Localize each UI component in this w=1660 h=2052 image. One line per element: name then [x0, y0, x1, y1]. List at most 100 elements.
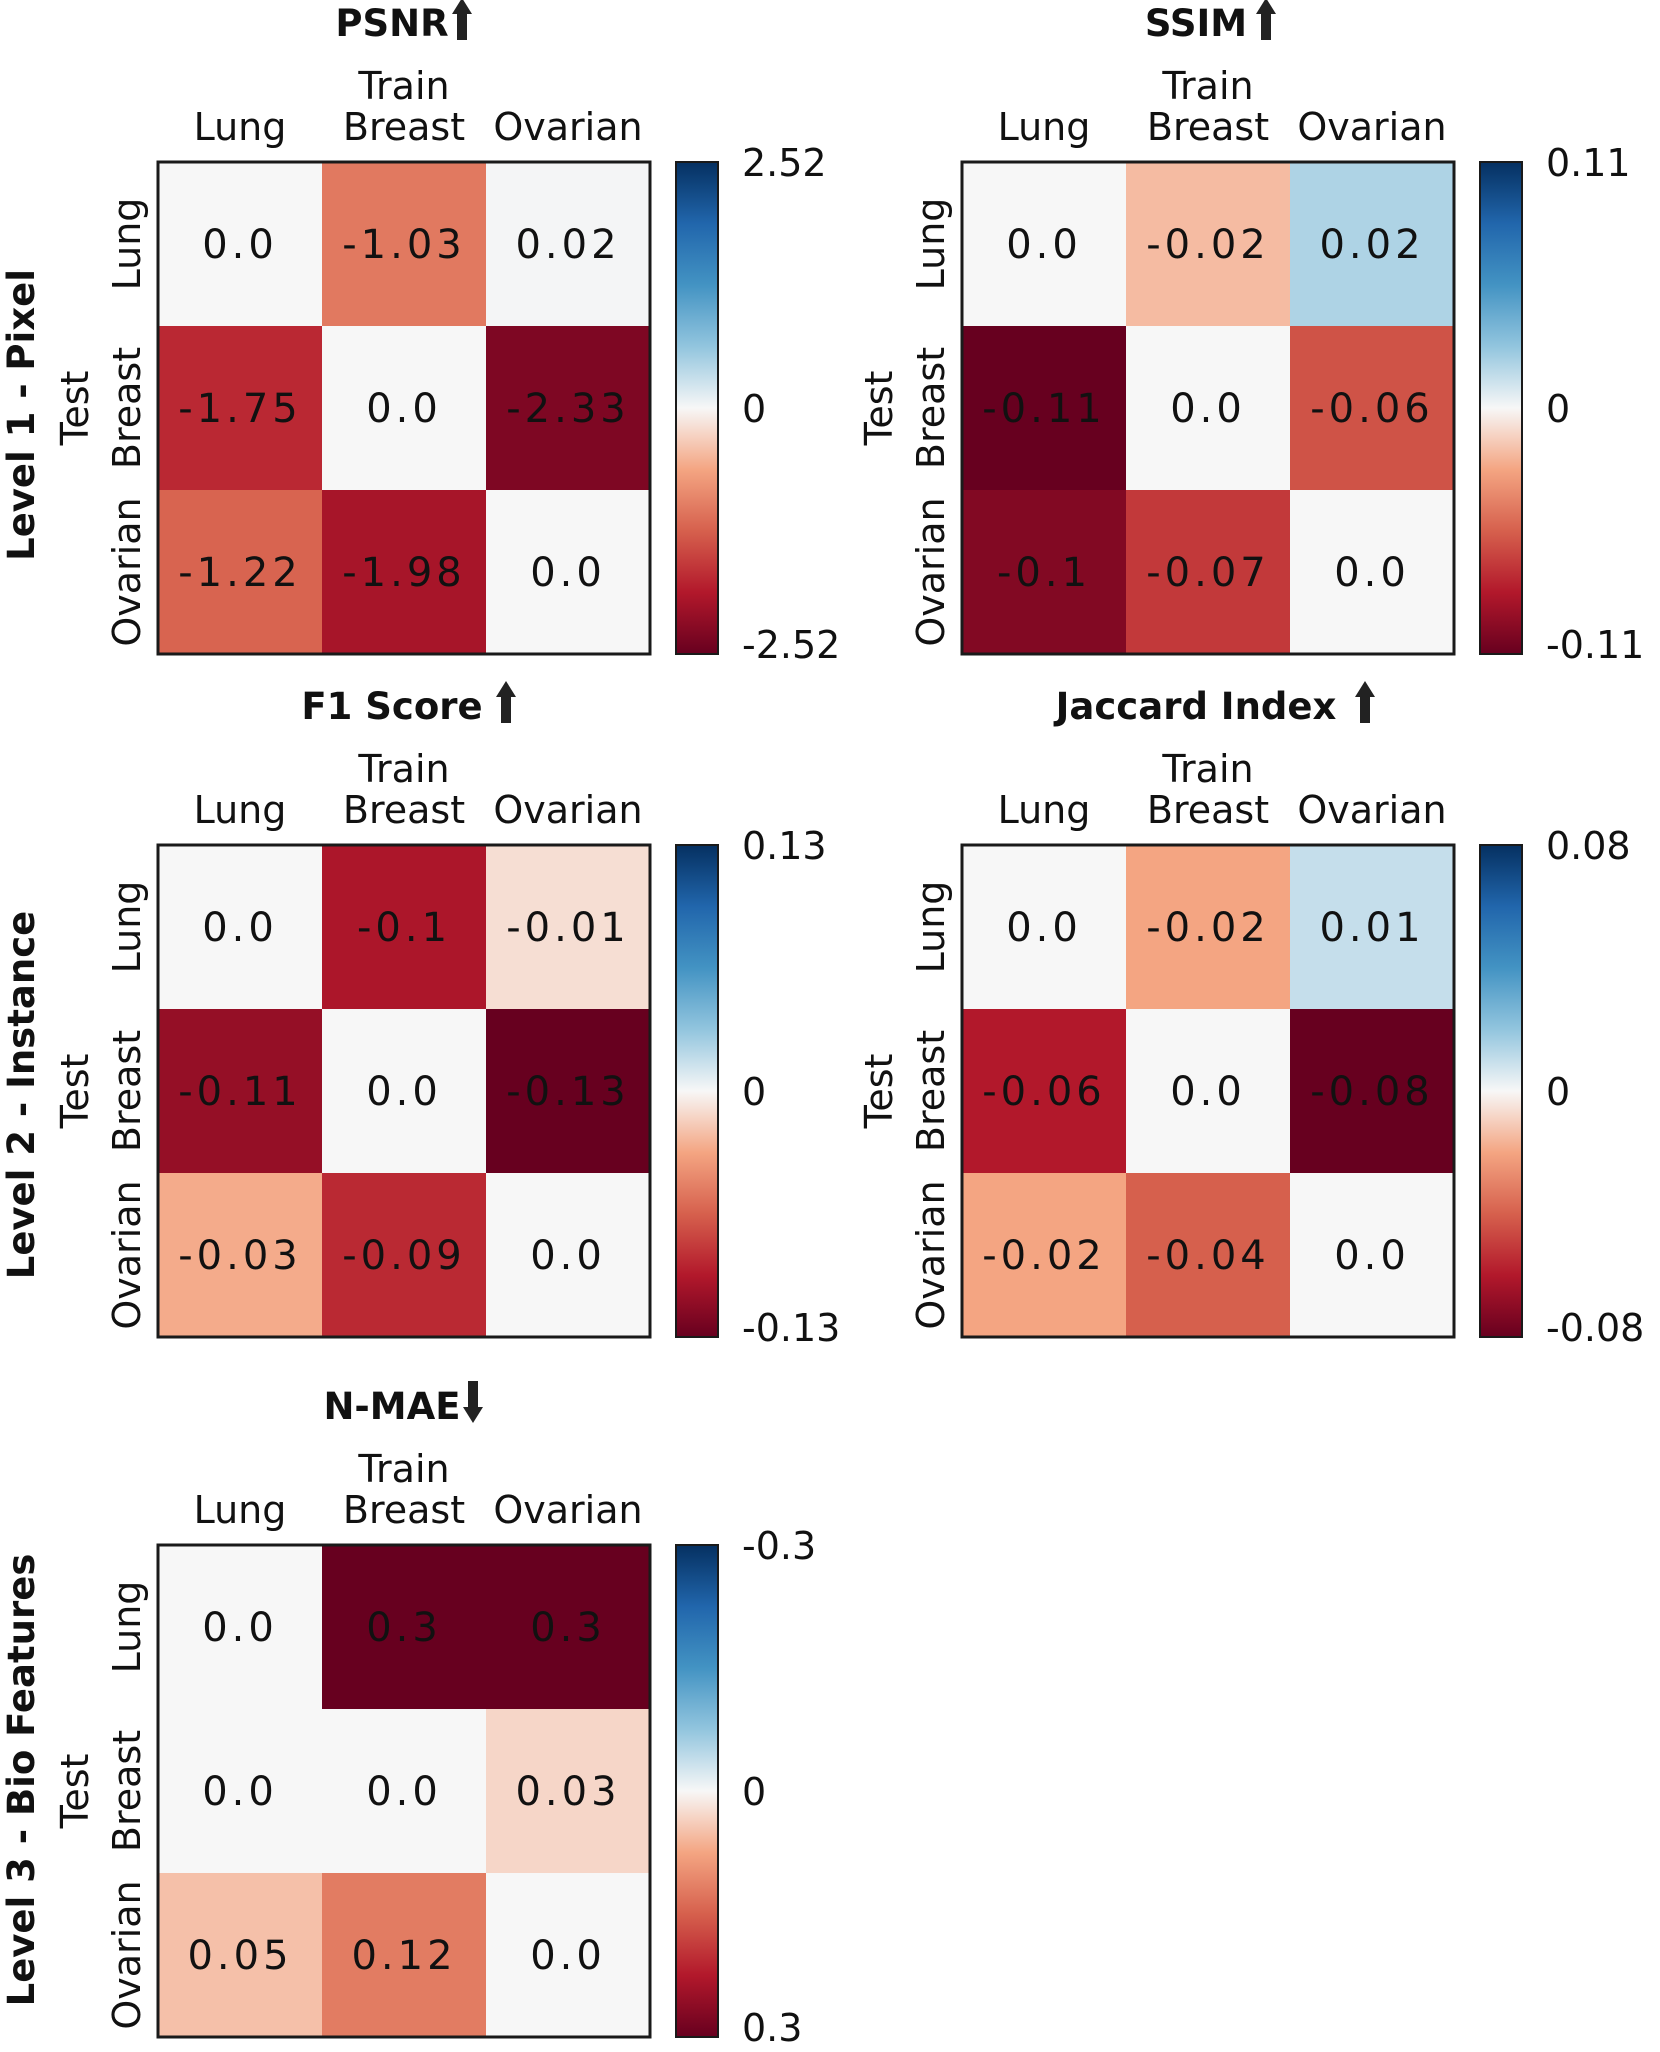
f1-score-cell-breast-ovarian	[486, 1009, 650, 1173]
psnr-colorbar-tick-mid: 0	[742, 387, 766, 431]
n-mae-cell-ovarian-breast	[322, 1873, 486, 2037]
psnr-cell-lung-breast	[322, 162, 486, 326]
n-mae-cell-label-lung-ovarian: 0.3	[530, 1605, 606, 1651]
psnr-cell-ovarian-lung	[158, 490, 322, 654]
f1-score-colorbar-tick-mid: 0	[742, 1070, 766, 1114]
jaccard-index-cell-label-lung-lung: 0.0	[1006, 905, 1082, 951]
ssim-direction-up-arrow-icon	[1256, 0, 1276, 40]
jaccard-index-cell-lung-lung	[962, 845, 1126, 1009]
f1-score-cell-lung-lung	[158, 845, 322, 1009]
row-label-level-3: Level 3 - Bio Features	[0, 1554, 43, 2007]
psnr-x-tick-breast: Breast	[343, 105, 465, 149]
ssim-y-axis-label: Test	[857, 371, 901, 447]
n-mae-y-tick-ovarian: Ovarian	[105, 1880, 149, 2029]
n-mae-cell-breast-ovarian	[486, 1709, 650, 1873]
ssim-y-tick-ovarian: Ovarian	[909, 497, 953, 646]
jaccard-index-y-tick-breast: Breast	[909, 1030, 953, 1152]
n-mae-cell-breast-lung	[158, 1709, 322, 1873]
jaccard-index-colorbar-tick-bottom: -0.08	[1546, 1306, 1644, 1350]
jaccard-index-cell-breast-breast	[1126, 1009, 1290, 1173]
n-mae-x-tick-lung: Lung	[194, 1488, 287, 1532]
f1-score-y-tick-lung: Lung	[105, 881, 149, 974]
heatmap-panels: PSNR Train Lung Breast Ovarian Test Lung Breast…	[53, 0, 1644, 2050]
f1-score-x-tick-ovarian: Ovarian	[493, 788, 642, 832]
ssim-cell-label-ovarian-lung: -0.1	[997, 550, 1091, 596]
psnr-cell-label-ovarian-lung: -1.22	[178, 550, 302, 596]
psnr-cell-ovarian-breast	[322, 490, 486, 654]
ssim-y-tick-breast: Breast	[909, 347, 953, 469]
f1-score-cell-label-breast-lung: -0.11	[178, 1069, 302, 1115]
ssim-cell-label-breast-lung: -0.11	[982, 386, 1106, 432]
n-mae-cell-ovarian-ovarian	[486, 1873, 650, 2037]
f1-score-x-tick-breast: Breast	[343, 788, 465, 832]
ssim-x-tick-lung: Lung	[998, 105, 1091, 149]
jaccard-index-cell-ovarian-breast	[1126, 1173, 1290, 1337]
psnr-colorbar-tick-bottom: -2.52	[742, 623, 840, 667]
jaccard-index-colorbar-tick-top: 0.08	[1546, 824, 1631, 868]
ssim-cell-label-lung-ovarian: 0.02	[1319, 222, 1424, 268]
psnr-frame	[156, 160, 652, 656]
ssim-x-axis-label: Train	[1161, 64, 1253, 108]
psnr-cell-breast-lung	[158, 326, 322, 490]
psnr-x-tick-ovarian: Ovarian	[493, 105, 642, 149]
f1-score-direction-up-arrow-icon	[496, 681, 516, 723]
n-mae-cell-label-breast-lung: 0.0	[202, 1769, 278, 1815]
ssim-colorbar-tick-top: 0.11	[1546, 141, 1631, 185]
n-mae-title: N-MAE	[323, 1385, 460, 1428]
n-mae-x-axis-label: Train	[357, 1447, 449, 1491]
psnr-x-tick-lung: Lung	[194, 105, 287, 149]
ssim-x-tick-ovarian: Ovarian	[1297, 105, 1446, 149]
n-mae-colorbar-tick-bottom: 0.3	[742, 2006, 802, 2048]
psnr-panel: PSNR Train Lung Breast Ovarian Test Lung Breast…	[53, 0, 840, 667]
ssim-cell-breast-lung	[962, 326, 1126, 490]
ssim-panel: SSIM Train Lung Breast Ovarian Test Lung Breast…	[857, 0, 1644, 667]
psnr-cell-label-lung-breast: -1.03	[342, 222, 466, 268]
psnr-cell-label-breast-breast: 0.0	[366, 386, 442, 432]
ssim-cell-label-breast-ovarian: -0.06	[1310, 386, 1434, 432]
f1-score-panel: F1 Score Train Lung Breast Ovarian Test Lung Br…	[53, 681, 840, 1350]
jaccard-index-cell-label-lung-ovarian: 0.01	[1319, 905, 1424, 951]
jaccard-index-x-tick-ovarian: Ovarian	[1297, 788, 1446, 832]
jaccard-index-y-tick-lung: Lung	[909, 881, 953, 974]
ssim-colorbar-tick-mid: 0	[1546, 387, 1570, 431]
jaccard-index-colorbar-tick-mid: 0	[1546, 1070, 1570, 1114]
ssim-cell-lung-breast	[1126, 162, 1290, 326]
psnr-y-tick-ovarian: Ovarian	[105, 497, 149, 646]
n-mae-cell-breast-breast	[322, 1709, 486, 1873]
ssim-cell-label-lung-breast: -0.02	[1146, 222, 1270, 268]
f1-score-cell-label-lung-ovarian: -0.01	[506, 905, 630, 951]
f1-score-y-tick-ovarian: Ovarian	[105, 1180, 149, 1329]
f1-score-cell-label-ovarian-lung: -0.03	[178, 1233, 302, 1279]
f1-score-cell-ovarian-breast	[322, 1173, 486, 1337]
n-mae-y-axis-label: Test	[53, 1754, 97, 1830]
f1-score-title: F1 Score	[301, 685, 482, 728]
n-mae-cell-label-ovarian-lung: 0.05	[187, 1933, 292, 1979]
jaccard-index-y-tick-ovarian: Ovarian	[909, 1180, 953, 1329]
jaccard-index-cell-label-ovarian-breast: -0.04	[1146, 1233, 1270, 1279]
f1-score-y-tick-breast: Breast	[105, 1030, 149, 1152]
f1-score-cell-ovarian-ovarian	[486, 1173, 650, 1337]
jaccard-index-cell-label-lung-breast: -0.02	[1146, 905, 1270, 951]
jaccard-index-cell-lung-breast	[1126, 845, 1290, 1009]
jaccard-index-title: Jaccard Index	[1053, 685, 1337, 728]
jaccard-index-cell-label-ovarian-ovarian: 0.0	[1334, 1233, 1410, 1279]
ssim-cell-label-lung-lung: 0.0	[1006, 222, 1082, 268]
jaccard-index-cell-label-breast-lung: -0.06	[982, 1069, 1106, 1115]
psnr-colorbar	[675, 161, 719, 655]
psnr-cell-lung-ovarian	[486, 162, 650, 326]
jaccard-index-x-tick-lung: Lung	[998, 788, 1091, 832]
ssim-cell-breast-ovarian	[1290, 326, 1454, 490]
ssim-colorbar	[1479, 161, 1523, 655]
f1-score-cell-lung-ovarian	[486, 845, 650, 1009]
n-mae-cell-label-breast-breast: 0.0	[366, 1769, 442, 1815]
jaccard-index-cell-label-ovarian-lung: -0.02	[982, 1233, 1106, 1279]
psnr-cell-ovarian-ovarian	[486, 490, 650, 654]
psnr-y-axis-label: Test	[53, 371, 97, 447]
n-mae-cell-label-lung-lung: 0.0	[202, 1605, 278, 1651]
n-mae-cell-label-ovarian-ovarian: 0.0	[530, 1933, 606, 1979]
jaccard-index-colorbar	[1479, 844, 1523, 1338]
psnr-colorbar-tick-top: 2.52	[742, 141, 827, 185]
psnr-cell-label-breast-lung: -1.75	[178, 386, 302, 432]
psnr-x-axis-label: Train	[357, 64, 449, 108]
